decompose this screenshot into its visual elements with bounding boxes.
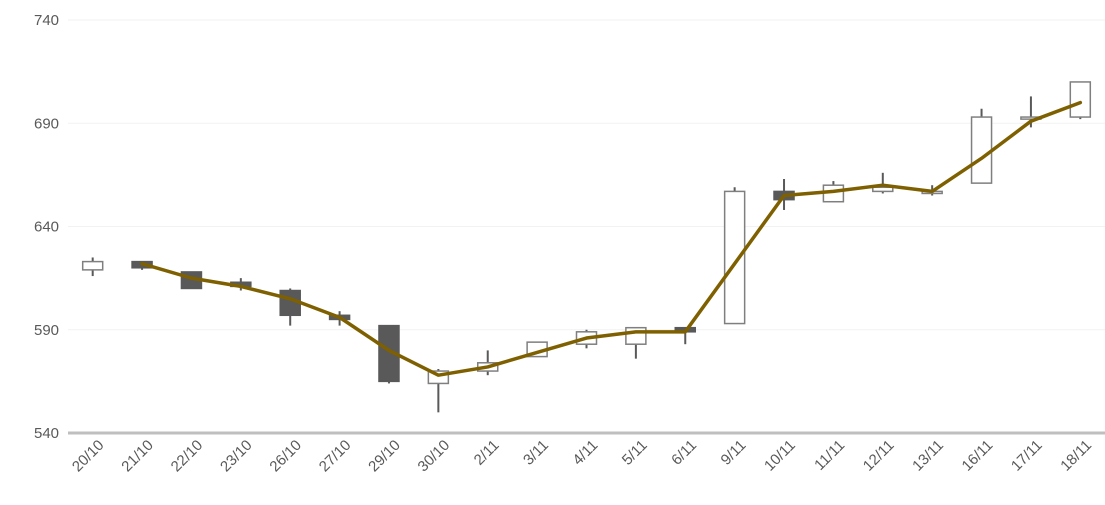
- y-tick-label: 690: [34, 115, 59, 132]
- x-tick-label: 30/10: [415, 437, 454, 476]
- x-tick-label: 5/11: [619, 437, 651, 469]
- x-tick-label: 16/11: [959, 437, 997, 475]
- x-tick-label: 26/10: [266, 437, 305, 476]
- x-tick-label: 2/11: [471, 437, 503, 469]
- trend-line: [140, 100, 1083, 377]
- y-tick-label: 590: [34, 322, 59, 339]
- x-axis: 20/10 21/10 22/10 23/10 26/10 27/10 29/10 30/10…: [68, 431, 1105, 476]
- candle-body-up: [970, 116, 993, 184]
- candles: [81, 81, 1092, 413]
- x-tick-label: 6/11: [668, 437, 700, 469]
- x-tick-label: 4/11: [569, 437, 601, 469]
- x-tick-label: 29/10: [365, 437, 404, 476]
- y-tick-label: 740: [34, 12, 59, 29]
- candle-body-up: [872, 186, 894, 193]
- x-tick-label: 27/10: [316, 437, 355, 476]
- x-tick-label: 11/11: [811, 437, 848, 474]
- x-tick-label: 12/11: [860, 437, 898, 475]
- x-tick-label: 9/11: [718, 437, 750, 469]
- x-tick-label: 20/10: [69, 437, 108, 476]
- x-tick-label: 3/11: [520, 437, 552, 469]
- y-tick-label: 640: [34, 219, 59, 236]
- x-tick-label: 13/11: [909, 437, 947, 475]
- trend-line-layer: [140, 100, 1083, 377]
- x-tick-label: 22/10: [168, 437, 207, 476]
- x-tick-label: 10/11: [761, 437, 799, 475]
- candle-body-up: [723, 190, 746, 325]
- x-tick-label: 18/11: [1057, 437, 1095, 475]
- candle-body-up: [1069, 81, 1092, 118]
- y-tick-label: 540: [34, 425, 59, 442]
- x-tick-label: 17/11: [1008, 437, 1046, 475]
- y-axis: 540 590 640 690 740: [34, 12, 59, 442]
- candle-body-up: [81, 260, 104, 271]
- x-tick-label: 23/10: [217, 437, 256, 476]
- x-tick-label: 21/10: [118, 437, 157, 476]
